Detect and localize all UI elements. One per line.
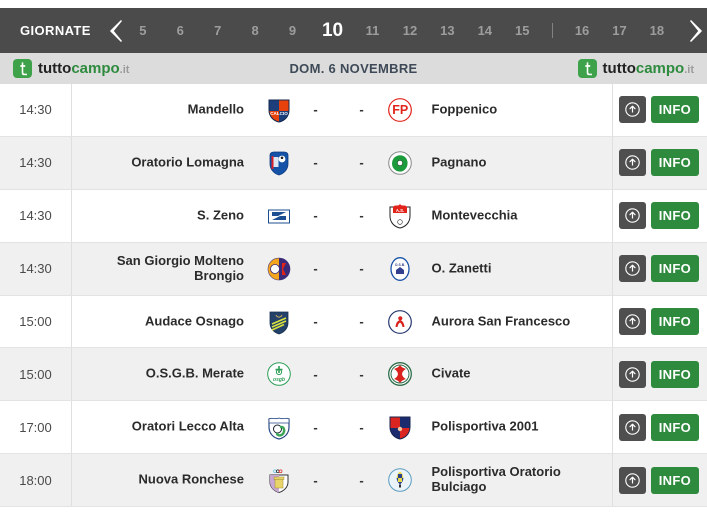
svg-text:FP: FP bbox=[392, 103, 408, 117]
svg-text:A.S.: A.S. bbox=[395, 208, 403, 213]
svg-text:O.S.B.: O.S.B. bbox=[394, 263, 404, 267]
svg-text:CALCIO: CALCIO bbox=[270, 111, 288, 116]
svg-text:osgb: osgb bbox=[273, 377, 285, 383]
